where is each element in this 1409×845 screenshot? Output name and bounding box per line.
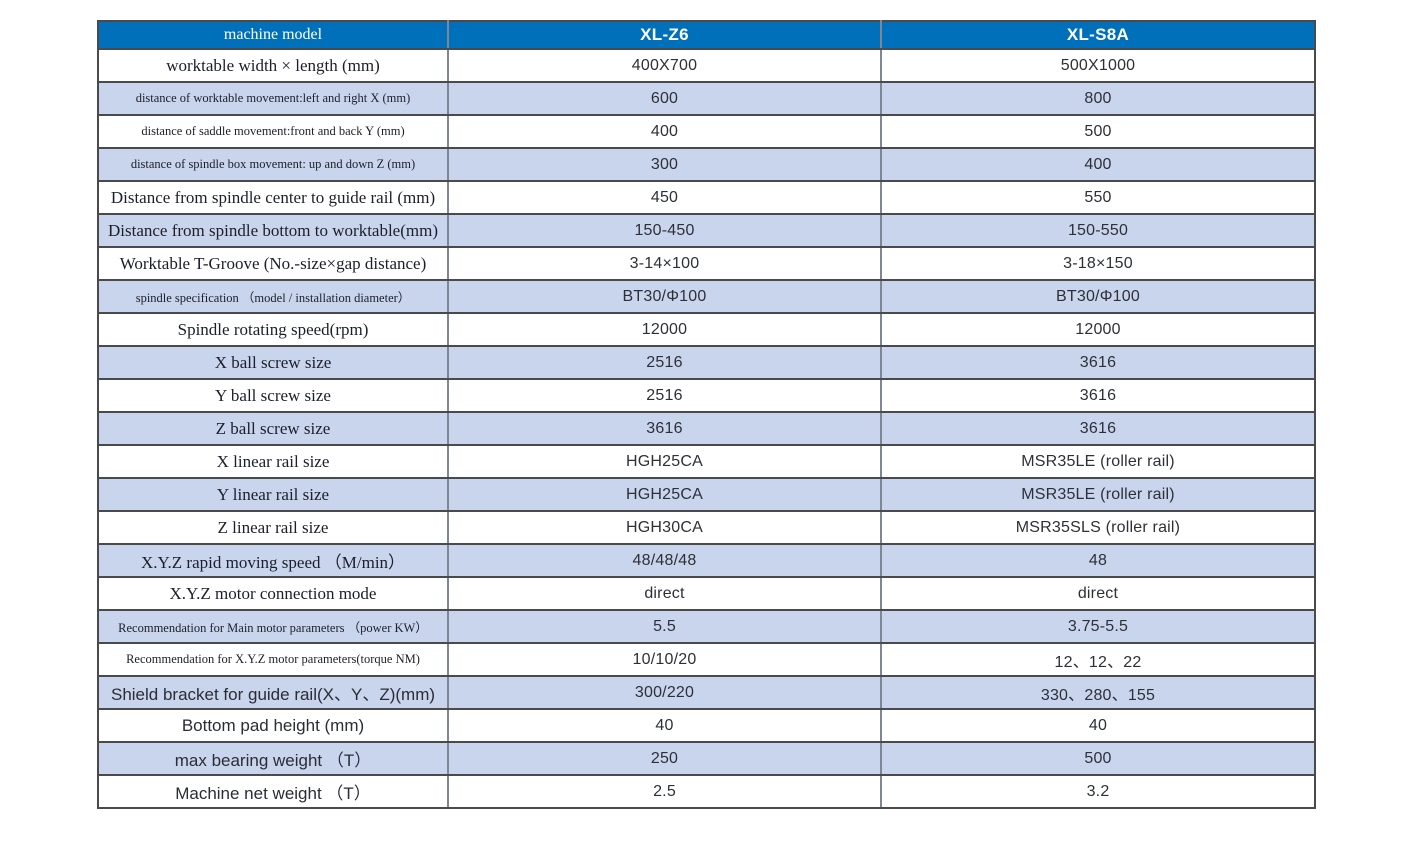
row-label: X ball screw size — [97, 345, 449, 380]
table-row: Distance from spindle bottom to worktabl… — [97, 213, 1316, 248]
value-xl-z6: 600 — [447, 81, 882, 116]
value-xl-z6: 40 — [447, 708, 882, 743]
row-label: spindle specification （model / installat… — [97, 279, 449, 314]
value-xl-s8a: 12000 — [880, 312, 1316, 347]
table-row: Shield bracket for guide rail(X、Y、Z)(mm)… — [97, 675, 1316, 710]
value-xl-s8a: 500 — [880, 741, 1316, 776]
row-label: Y ball screw size — [97, 378, 449, 413]
value-xl-z6: 12000 — [447, 312, 882, 347]
value-xl-s8a: MSR35SLS (roller rail) — [880, 510, 1316, 545]
value-xl-z6: 5.5 — [447, 609, 882, 644]
table-row: max bearing weight （T） 250 500 — [97, 741, 1316, 776]
row-label: distance of spindle box movement: up and… — [97, 147, 449, 182]
table-row: Worktable T-Groove (No.-size×gap distanc… — [97, 246, 1316, 281]
table-row: distance of saddle movement:front and ba… — [97, 114, 1316, 149]
value-xl-s8a: BT30/Φ100 — [880, 279, 1316, 314]
machine-spec-table-container: machine model XL-Z6 XL-S8A worktable wid… — [97, 20, 1316, 809]
table-row: Distance from spindle center to guide ra… — [97, 180, 1316, 215]
value-xl-s8a: 12、12、22 — [880, 642, 1316, 677]
row-label: distance of worktable movement:left and … — [97, 81, 449, 116]
value-xl-s8a: 330、280、155 — [880, 675, 1316, 710]
table-row: Y ball screw size 2516 3616 — [97, 378, 1316, 413]
table-row: X.Y.Z motor connection mode direct direct — [97, 576, 1316, 611]
table-row: X ball screw size 2516 3616 — [97, 345, 1316, 380]
value-xl-s8a: 3616 — [880, 411, 1316, 446]
row-label: Bottom pad height (mm) — [97, 708, 449, 743]
table-row: X.Y.Z rapid moving speed （M/min） 48/48/48… — [97, 543, 1316, 578]
row-label: Recommendation for Main motor parameters… — [97, 609, 449, 644]
header-model-xl-s8a: XL-S8A — [880, 20, 1316, 50]
value-xl-s8a: 800 — [880, 81, 1316, 116]
value-xl-s8a: direct — [880, 576, 1316, 611]
row-label: Z ball screw size — [97, 411, 449, 446]
value-xl-z6: 2516 — [447, 345, 882, 380]
value-xl-s8a: 40 — [880, 708, 1316, 743]
row-label: X.Y.Z motor connection mode — [97, 576, 449, 611]
table-row: Recommendation for Main motor parameters… — [97, 609, 1316, 644]
value-xl-z6: 10/10/20 — [447, 642, 882, 677]
value-xl-s8a: 3616 — [880, 378, 1316, 413]
value-xl-s8a: MSR35LE (roller rail) — [880, 444, 1316, 479]
row-label: max bearing weight （T） — [97, 741, 449, 776]
value-xl-z6: 400 — [447, 114, 882, 149]
value-xl-z6: HGH25CA — [447, 444, 882, 479]
value-xl-s8a: 3.2 — [880, 774, 1316, 809]
header-row: machine model XL-Z6 XL-S8A — [97, 20, 1316, 50]
header-machine-model: machine model — [97, 20, 449, 50]
table-row: distance of spindle box movement: up and… — [97, 147, 1316, 182]
row-label: Shield bracket for guide rail(X、Y、Z)(mm) — [97, 675, 449, 710]
table-row: distance of worktable movement:left and … — [97, 81, 1316, 116]
value-xl-s8a: 3-18×150 — [880, 246, 1316, 281]
table-row: Machine net weight （T） 2.5 3.2 — [97, 774, 1316, 809]
row-label: Recommendation for X.Y.Z motor parameter… — [97, 642, 449, 677]
value-xl-z6: 48/48/48 — [447, 543, 882, 578]
value-xl-s8a: 550 — [880, 180, 1316, 215]
row-label: Distance from spindle center to guide ra… — [97, 180, 449, 215]
table-row: Y linear rail size HGH25CA MSR35LE (roller… — [97, 477, 1316, 512]
value-xl-z6: 3616 — [447, 411, 882, 446]
row-label: Machine net weight （T） — [97, 774, 449, 809]
header-model-xl-z6: XL-Z6 — [447, 20, 882, 50]
value-xl-z6: 2.5 — [447, 774, 882, 809]
value-xl-s8a: 500X1000 — [880, 48, 1316, 83]
spec-table-body: worktable width × length (mm) 400X700 500X… — [97, 48, 1316, 809]
row-label: Spindle rotating speed(rpm) — [97, 312, 449, 347]
row-label: Worktable T-Groove (No.-size×gap distanc… — [97, 246, 449, 281]
row-label: Z linear rail size — [97, 510, 449, 545]
row-label: Distance from spindle bottom to worktabl… — [97, 213, 449, 248]
value-xl-z6: HGH30CA — [447, 510, 882, 545]
row-label: distance of saddle movement:front and ba… — [97, 114, 449, 149]
machine-spec-table: machine model XL-Z6 XL-S8A worktable wid… — [97, 20, 1316, 809]
table-row: spindle specification （model / installat… — [97, 279, 1316, 314]
table-row: Z linear rail size HGH30CA MSR35SLS (rolle… — [97, 510, 1316, 545]
row-label: Y linear rail size — [97, 477, 449, 512]
row-label: X linear rail size — [97, 444, 449, 479]
table-row: Bottom pad height (mm) 40 40 — [97, 708, 1316, 743]
value-xl-z6: 3-14×100 — [447, 246, 882, 281]
value-xl-s8a: 3.75-5.5 — [880, 609, 1316, 644]
value-xl-z6: 450 — [447, 180, 882, 215]
value-xl-z6: direct — [447, 576, 882, 611]
value-xl-z6: 300 — [447, 147, 882, 182]
value-xl-z6: BT30/Φ100 — [447, 279, 882, 314]
value-xl-z6: 2516 — [447, 378, 882, 413]
value-xl-z6: 150-450 — [447, 213, 882, 248]
value-xl-z6: 250 — [447, 741, 882, 776]
value-xl-z6: 300/220 — [447, 675, 882, 710]
table-row: Spindle rotating speed(rpm) 12000 12000 — [97, 312, 1316, 347]
value-xl-s8a: 500 — [880, 114, 1316, 149]
value-xl-z6: 400X700 — [447, 48, 882, 83]
table-row: Z ball screw size 3616 3616 — [97, 411, 1316, 446]
value-xl-z6: HGH25CA — [447, 477, 882, 512]
value-xl-s8a: 150-550 — [880, 213, 1316, 248]
table-row: Recommendation for X.Y.Z motor parameter… — [97, 642, 1316, 677]
row-label: worktable width × length (mm) — [97, 48, 449, 83]
row-label: X.Y.Z rapid moving speed （M/min） — [97, 543, 449, 578]
value-xl-s8a: 48 — [880, 543, 1316, 578]
value-xl-s8a: 400 — [880, 147, 1316, 182]
value-xl-s8a: MSR35LE (roller rail) — [880, 477, 1316, 512]
table-row: worktable width × length (mm) 400X700 500X… — [97, 48, 1316, 83]
value-xl-s8a: 3616 — [880, 345, 1316, 380]
table-row: X linear rail size HGH25CA MSR35LE (roller… — [97, 444, 1316, 479]
